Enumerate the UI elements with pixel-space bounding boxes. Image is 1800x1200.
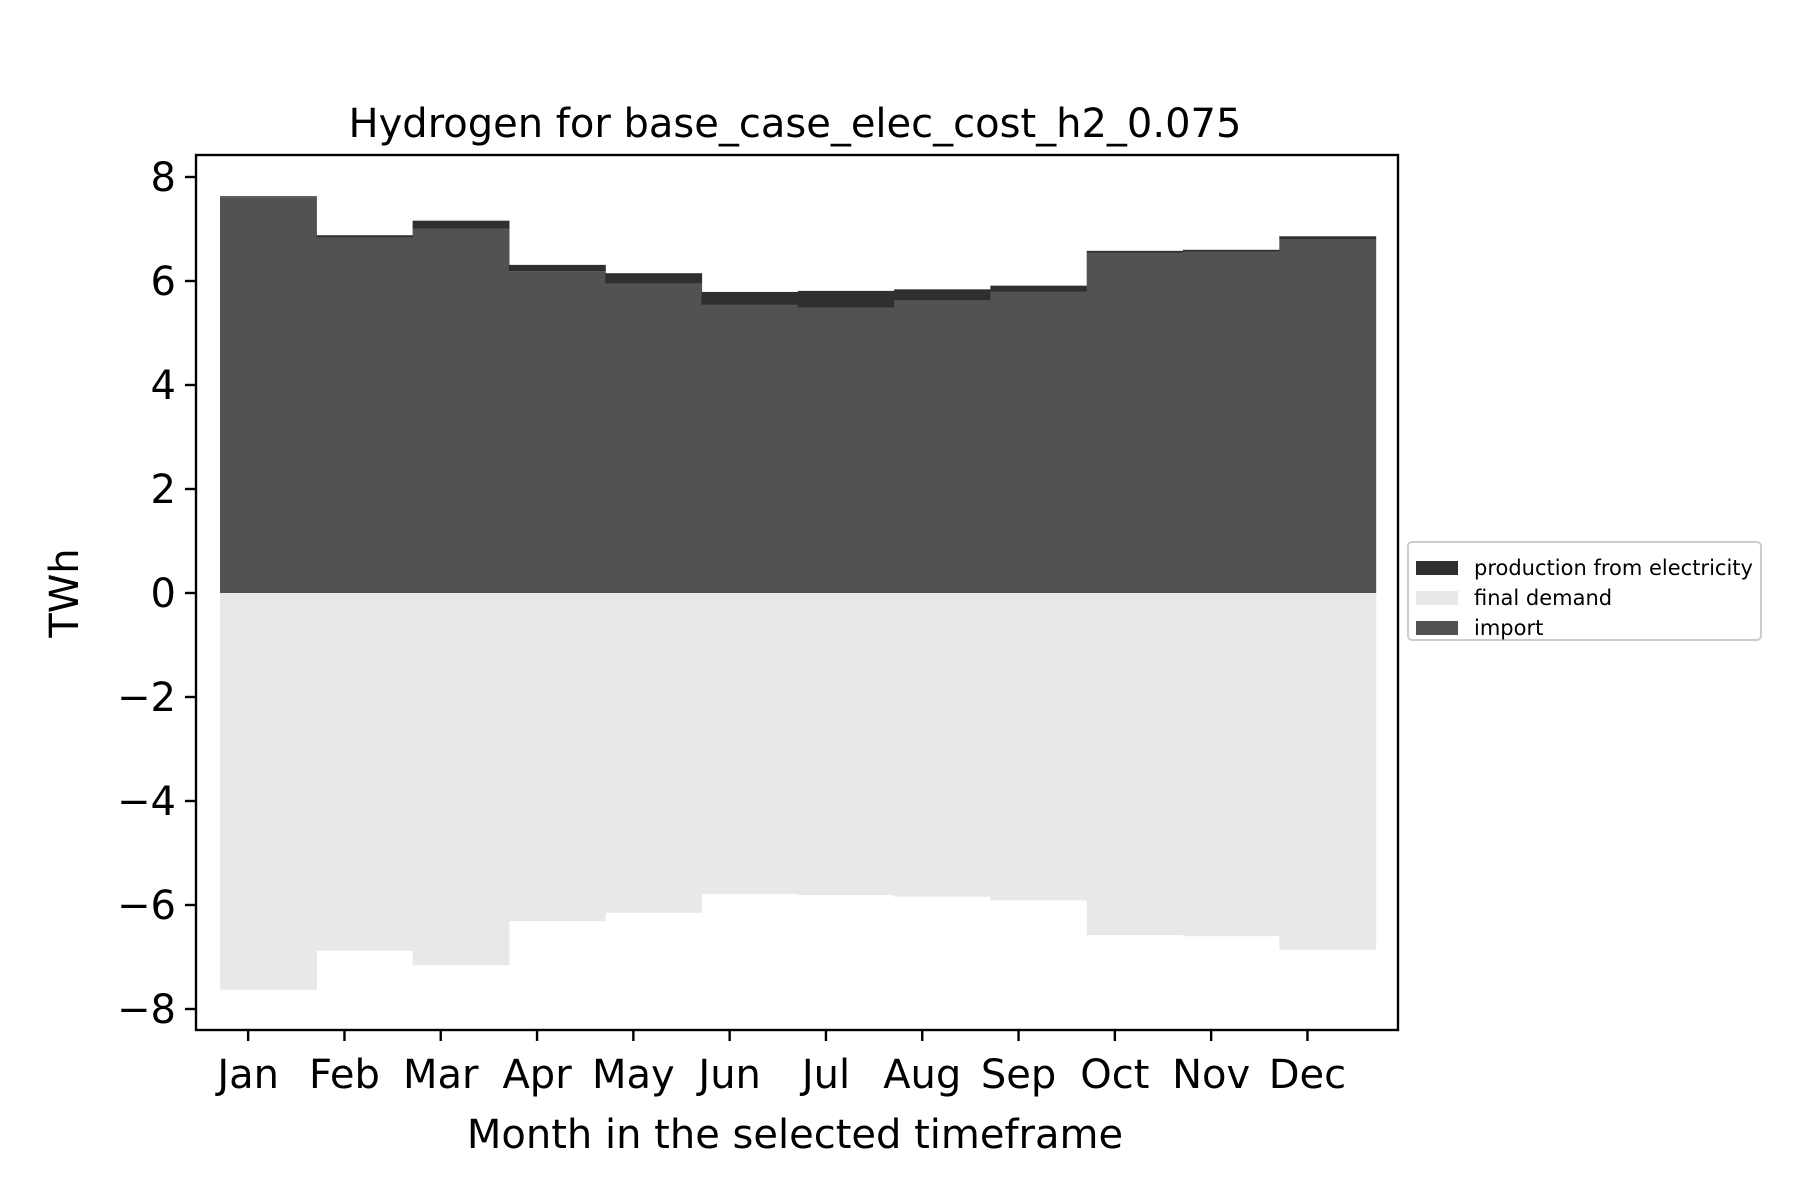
x-axis-label: Month in the selected timeframe: [467, 1112, 1123, 1158]
production-bar-may: [605, 273, 703, 284]
production-bar-mar: [412, 220, 510, 229]
x-tick-label: Mar: [403, 1052, 479, 1098]
import-bar-nov: [1183, 251, 1280, 593]
y-axis-label: TWh: [42, 548, 88, 638]
y-tick-label: −8: [117, 987, 176, 1033]
import-bar-apr: [508, 271, 606, 593]
final-demand-bar-mar: [412, 593, 510, 966]
import-bar-mar: [412, 228, 510, 594]
import-bar-aug: [894, 300, 991, 593]
chart-axes: 8 6 4 2 0 −2 −4 −6 −8 Jan Feb Mar Apr May Jun Jul Aug Sep…: [117, 153, 1400, 1098]
production-bar-oct: [1086, 250, 1184, 253]
final-demand-bar-jul: [797, 593, 895, 896]
x-tick-label: Jun: [695, 1052, 761, 1098]
x-tick-label: Jan: [214, 1052, 279, 1098]
x-tick-label: Apr: [502, 1052, 572, 1098]
x-tick-label: Aug: [883, 1052, 961, 1098]
final-demand-bar-sep: [990, 593, 1088, 901]
legend-box: [1407, 541, 1762, 641]
import-bar-sep: [990, 291, 1088, 593]
x-tick-label: Nov: [1172, 1052, 1250, 1098]
import-bar-jan: [220, 197, 317, 593]
legend-label: final demand: [1474, 586, 1612, 610]
import-bar-feb: [316, 237, 414, 593]
y-tick-label: 6: [151, 259, 176, 305]
production-bar-apr: [508, 264, 606, 272]
final-demand-bar-aug: [894, 593, 991, 897]
y-tick-label: 0: [151, 571, 176, 617]
production-bar-jul: [797, 290, 895, 308]
y-tick-label: −4: [117, 779, 176, 825]
y-tick-label: −2: [117, 675, 176, 721]
y-tick-label: 2: [151, 467, 176, 513]
production-bar-sep: [990, 285, 1088, 292]
production-bar-jun: [701, 291, 799, 305]
production-bar-aug: [894, 289, 991, 301]
final-demand-bar-jan: [220, 593, 317, 990]
production-bar-jan: [220, 196, 317, 198]
final-demand-bar-dec: [1279, 593, 1377, 950]
import-bar-dec: [1279, 239, 1377, 593]
import-bar-jun: [701, 304, 799, 593]
production-bar-dec: [1279, 236, 1377, 240]
x-tick-label: Jul: [799, 1052, 850, 1098]
y-tick-label: 8: [151, 155, 176, 201]
final-demand-bar-nov: [1183, 593, 1280, 937]
chart-title: Hydrogen for base_case_elec_cost_h2_0.07…: [349, 101, 1242, 147]
x-tick-label: Sep: [981, 1052, 1056, 1098]
y-tick-label: −6: [117, 883, 176, 929]
production-bar-nov: [1183, 249, 1280, 252]
final-demand-bar-jun: [701, 593, 799, 895]
import-bar-jul: [797, 307, 895, 593]
chart-legend: production from electricity final demand i…: [1407, 541, 1762, 641]
legend-label: import: [1474, 616, 1543, 640]
import-bar-oct: [1086, 252, 1184, 594]
x-tick-label: Oct: [1080, 1052, 1149, 1098]
production-bar-feb: [316, 235, 414, 238]
final-demand-bar-oct: [1086, 593, 1184, 936]
legend-swatch: [1416, 561, 1458, 575]
final-demand-bar-apr: [508, 593, 606, 922]
chart-bars: [220, 196, 1377, 990]
import-bar-may: [605, 283, 703, 593]
x-tick-label: Feb: [309, 1052, 380, 1098]
final-demand-bar-feb: [316, 593, 414, 951]
legend-swatch: [1416, 591, 1458, 605]
y-tick-label: 4: [151, 363, 176, 409]
x-tick-label: May: [592, 1052, 675, 1098]
legend-swatch: [1416, 621, 1458, 635]
final-demand-bar-may: [605, 593, 703, 913]
legend-label: production from electricity: [1474, 556, 1753, 580]
x-tick-label: Dec: [1269, 1052, 1346, 1098]
